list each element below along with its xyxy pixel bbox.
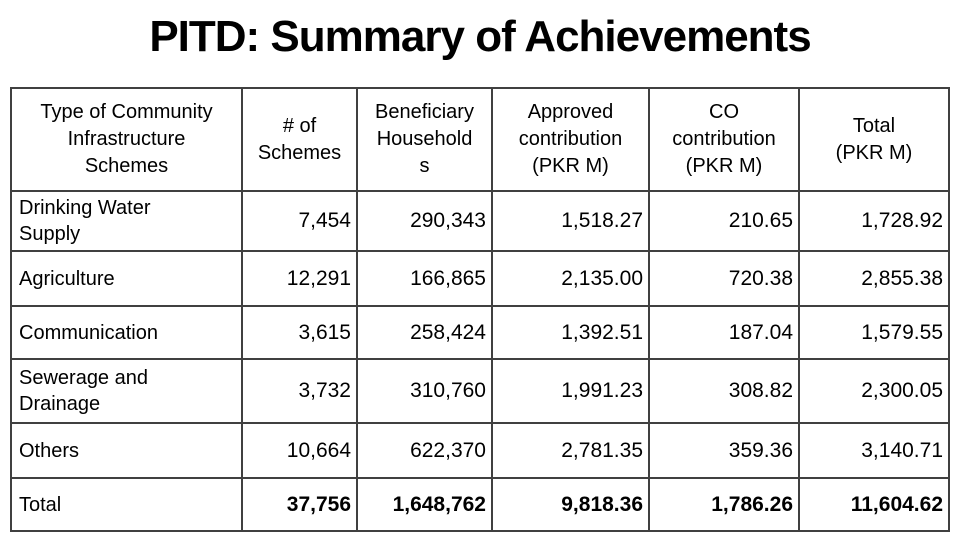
approved-cell: 2,781.35 [491, 422, 650, 479]
col-header-co-contribution: CO contribution (PKR M) [648, 87, 800, 192]
scheme-label: Others [10, 422, 243, 479]
scheme-label: Drinking Water Supply [10, 190, 243, 252]
scheme-label: Agriculture [10, 250, 243, 307]
slide-title: PITD: Summary of Achievements [149, 12, 811, 61]
co-cell: 1,786.26 [648, 477, 800, 532]
total-cell: 1,728.92 [798, 190, 950, 252]
co-cell: 187.04 [648, 305, 800, 360]
approved-cell: 1,392.51 [491, 305, 650, 360]
households-cell: 310,760 [356, 358, 493, 424]
row-communication: Communication 3,615 258,424 1,392.51 187… [10, 305, 950, 360]
total-cell: 11,604.62 [798, 477, 950, 532]
co-cell: 308.82 [648, 358, 800, 424]
approved-cell: 2,135.00 [491, 250, 650, 307]
schemes-cell: 7,454 [241, 190, 358, 252]
schemes-cell: 10,664 [241, 422, 358, 479]
schemes-cell: 3,615 [241, 305, 358, 360]
header-row: Type of Community Infrastructure Schemes… [10, 87, 950, 192]
co-cell: 210.65 [648, 190, 800, 252]
households-cell: 166,865 [356, 250, 493, 307]
col-header-num-schemes: # of Schemes [241, 87, 358, 192]
total-cell: 3,140.71 [798, 422, 950, 479]
co-cell: 720.38 [648, 250, 800, 307]
households-cell: 290,343 [356, 190, 493, 252]
total-cell: 1,579.55 [798, 305, 950, 360]
row-sewerage-and-drainage: Sewerage and Drainage 3,732 310,760 1,99… [10, 358, 950, 424]
scheme-label: Communication [10, 305, 243, 360]
households-cell: 622,370 [356, 422, 493, 479]
col-header-total: Total (PKR M) [798, 87, 950, 192]
approved-cell: 1,991.23 [491, 358, 650, 424]
achievements-table: Type of Community Infrastructure Schemes… [10, 87, 950, 532]
schemes-cell: 3,732 [241, 358, 358, 424]
scheme-label: Total [10, 477, 243, 532]
schemes-cell: 12,291 [241, 250, 358, 307]
row-drinking-water-supply: Drinking Water Supply 7,454 290,343 1,51… [10, 190, 950, 252]
approved-cell: 9,818.36 [491, 477, 650, 532]
scheme-label: Sewerage and Drainage [10, 358, 243, 424]
households-cell: 258,424 [356, 305, 493, 360]
co-cell: 359.36 [648, 422, 800, 479]
row-total: Total 37,756 1,648,762 9,818.36 1,786.26… [10, 477, 950, 532]
row-agriculture: Agriculture 12,291 166,865 2,135.00 720.… [10, 250, 950, 307]
approved-cell: 1,518.27 [491, 190, 650, 252]
row-others: Others 10,664 622,370 2,781.35 359.36 3,… [10, 422, 950, 479]
total-cell: 2,300.05 [798, 358, 950, 424]
col-header-approved-contribution: Approved contribution (PKR M) [491, 87, 650, 192]
schemes-cell: 37,756 [241, 477, 358, 532]
households-cell: 1,648,762 [356, 477, 493, 532]
col-header-scheme-type: Type of Community Infrastructure Schemes [10, 87, 243, 192]
total-cell: 2,855.38 [798, 250, 950, 307]
col-header-beneficiary-households: Beneficiary Household s [356, 87, 493, 192]
